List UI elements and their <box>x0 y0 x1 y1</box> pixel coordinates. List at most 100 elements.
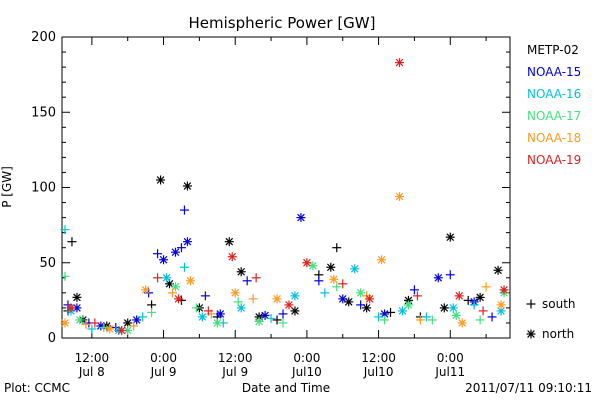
north-point <box>224 237 234 247</box>
south-point <box>338 279 348 289</box>
footer-timestamp: 2011/07/11 09:10:11 <box>465 381 592 395</box>
north-point <box>296 213 306 223</box>
north-point <box>302 258 312 268</box>
series-noaa-19 <box>66 58 509 335</box>
north-point <box>185 276 195 286</box>
north-point <box>350 264 360 274</box>
marker-legend-label: south <box>542 297 576 311</box>
north-point <box>182 237 192 247</box>
marker-legend-label: north <box>542 327 574 341</box>
series-noaa-15 <box>63 205 497 332</box>
north-point <box>475 292 485 302</box>
marker-legend-symbol <box>526 329 536 339</box>
south-point <box>153 273 163 283</box>
south-point <box>487 312 497 322</box>
south-point <box>463 295 473 305</box>
south-point <box>60 225 70 235</box>
north-point <box>132 315 142 325</box>
footer-credit: Plot: CCMC <box>4 381 70 395</box>
north-point <box>394 192 404 202</box>
north-point <box>377 255 387 265</box>
south-point <box>251 273 261 283</box>
south-point <box>332 282 342 292</box>
marker-legend-symbol <box>526 299 536 309</box>
north-point <box>454 291 464 301</box>
x-axis-label: Date and Time <box>242 381 330 395</box>
south-point <box>314 276 324 286</box>
south-point <box>179 262 189 272</box>
north-point <box>159 255 169 265</box>
y-axis-label: P [GW] <box>0 166 14 208</box>
south-point <box>248 294 258 304</box>
y-tick-label: 200 <box>31 30 56 45</box>
x-tick-label: 0:00 <box>293 351 320 365</box>
marker-legend: south north <box>526 297 576 341</box>
south-point <box>332 243 342 253</box>
south-point <box>179 205 189 215</box>
legend: METP-02 NOAA-15 NOAA-16 NOAA-17 NOAA-18 NOAA-… <box>527 43 581 167</box>
north-point <box>403 300 413 310</box>
y-tick-label: 150 <box>31 105 56 120</box>
north-point <box>254 316 264 326</box>
south-point <box>374 312 384 322</box>
south-point <box>147 307 157 317</box>
series-metp-02 <box>63 175 503 331</box>
x-tick-date-label: Jul 8 <box>78 365 105 379</box>
north-point <box>362 303 372 313</box>
north-point <box>284 300 294 310</box>
south-point <box>87 324 97 334</box>
south-point <box>191 303 201 313</box>
south-point <box>129 321 139 331</box>
south-point <box>469 300 479 310</box>
south-point <box>380 315 390 325</box>
y-tick-label: 100 <box>31 181 56 196</box>
x-tick-date-label: Jul 9 <box>150 365 177 379</box>
south-point <box>242 276 252 286</box>
north-point <box>66 303 76 313</box>
north-point <box>290 306 300 316</box>
south-point <box>138 312 148 322</box>
north-point <box>397 306 407 316</box>
legend-entry: NOAA-17 <box>527 109 581 123</box>
x-tick-label: 0:00 <box>437 351 464 365</box>
south-point <box>278 318 288 328</box>
north-point <box>215 309 225 319</box>
north-point <box>75 315 85 325</box>
south-point <box>153 249 163 259</box>
south-point <box>67 237 77 247</box>
south-point <box>203 306 213 316</box>
x-tick-date-label: Jul11 <box>434 365 465 379</box>
south-point <box>412 291 422 301</box>
south-point <box>427 315 437 325</box>
north-point <box>457 318 467 328</box>
north-point <box>60 318 70 328</box>
south-point <box>445 270 455 280</box>
legend-entry: NOAA-16 <box>527 87 581 101</box>
south-point <box>421 312 431 322</box>
north-point <box>123 318 133 328</box>
north-point <box>380 309 390 319</box>
north-point <box>499 285 509 295</box>
south-point <box>147 300 157 310</box>
x-tick-label: 12:00 <box>218 351 253 365</box>
north-point <box>451 310 461 320</box>
legend-entry: NOAA-15 <box>527 65 581 79</box>
north-point <box>197 312 207 322</box>
north-point <box>493 265 503 275</box>
north-point <box>445 232 455 242</box>
south-point <box>60 271 70 281</box>
south-point <box>478 306 488 316</box>
north-point <box>356 288 366 298</box>
north-point <box>170 282 180 292</box>
north-point <box>72 292 82 302</box>
north-point <box>496 300 506 310</box>
south-point <box>272 315 282 325</box>
south-point <box>481 282 491 292</box>
north-point <box>230 288 240 298</box>
series-noaa-18 <box>60 192 506 334</box>
south-point <box>475 315 485 325</box>
y-axis: 0 50 100 150 200 <box>31 30 510 346</box>
north-point <box>141 285 151 295</box>
